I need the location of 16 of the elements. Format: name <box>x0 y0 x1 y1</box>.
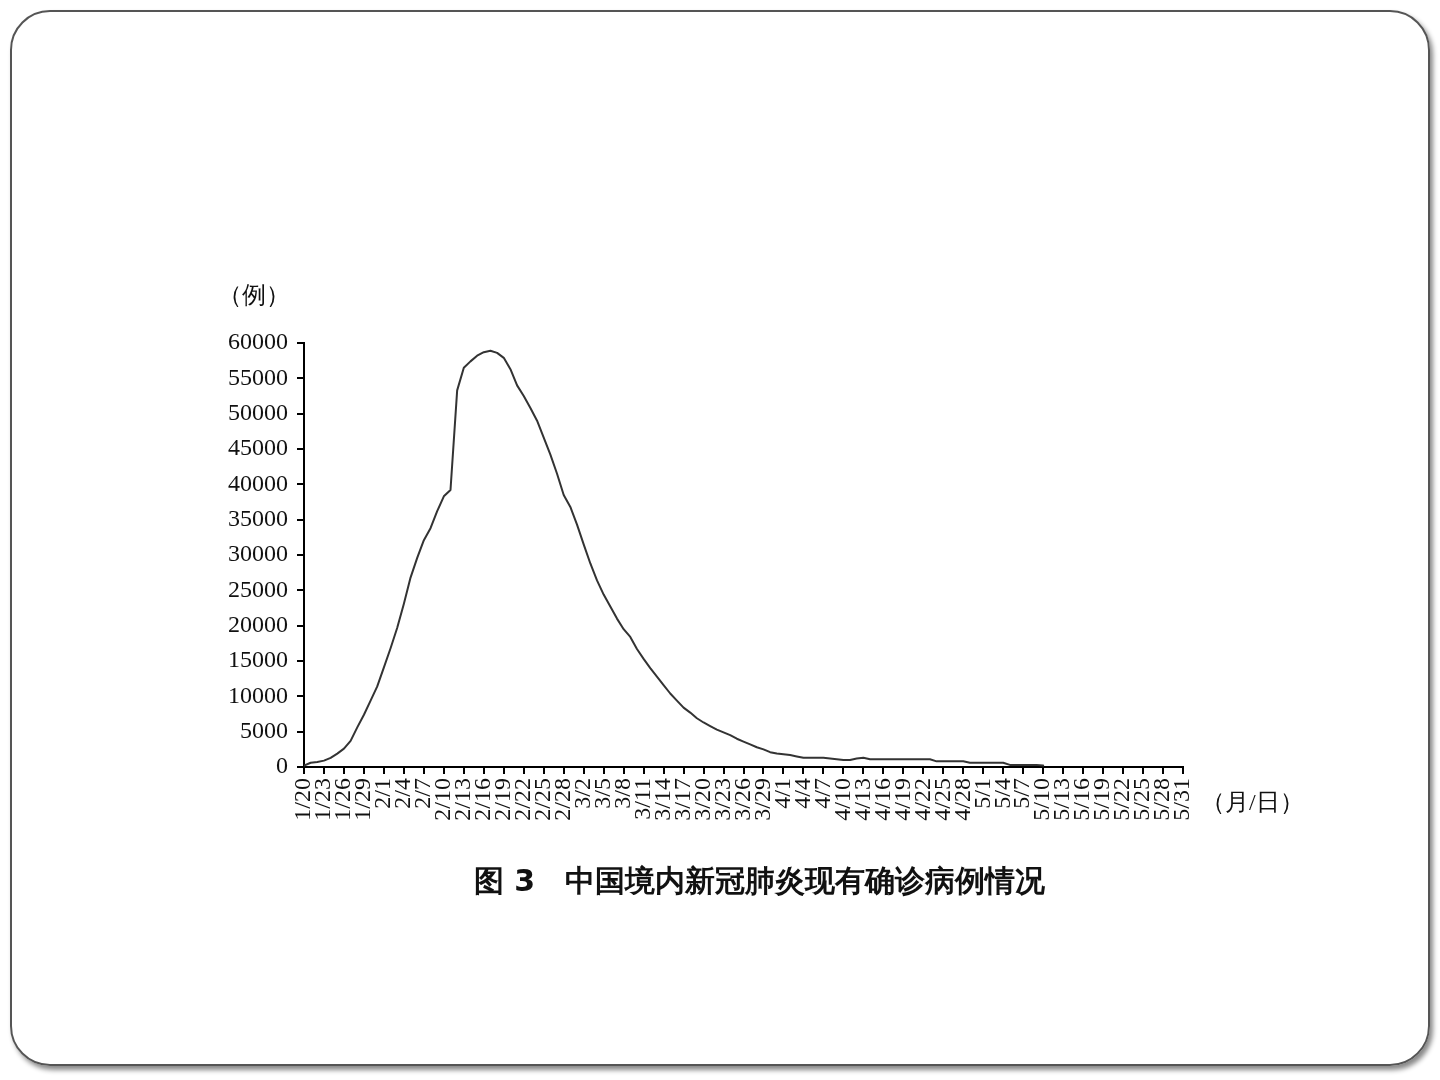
y-tick-label: 55000 <box>228 363 288 390</box>
x-axis-title: （月/日） <box>1201 789 1304 816</box>
y-tick-label: 20000 <box>228 610 288 637</box>
y-tick-label: 60000 <box>228 328 288 355</box>
y-tick-label: 0 <box>276 752 288 779</box>
text: 图 3 中国境内新冠肺炎现有确诊病例情况 <box>473 862 1047 898</box>
y-tick-label: 45000 <box>228 434 288 461</box>
y-tick-label: 30000 <box>228 540 288 567</box>
y-tick-label: 40000 <box>228 469 288 496</box>
y-axis-title: （例） <box>218 282 290 309</box>
y-tick-label: 25000 <box>228 575 288 602</box>
y-tick-label: 5000 <box>240 716 288 743</box>
y-tick-label: 10000 <box>228 681 288 708</box>
y-tick-label: 35000 <box>228 504 288 531</box>
y-tick-label: 50000 <box>228 398 288 425</box>
y-tick-label: 15000 <box>228 646 288 673</box>
